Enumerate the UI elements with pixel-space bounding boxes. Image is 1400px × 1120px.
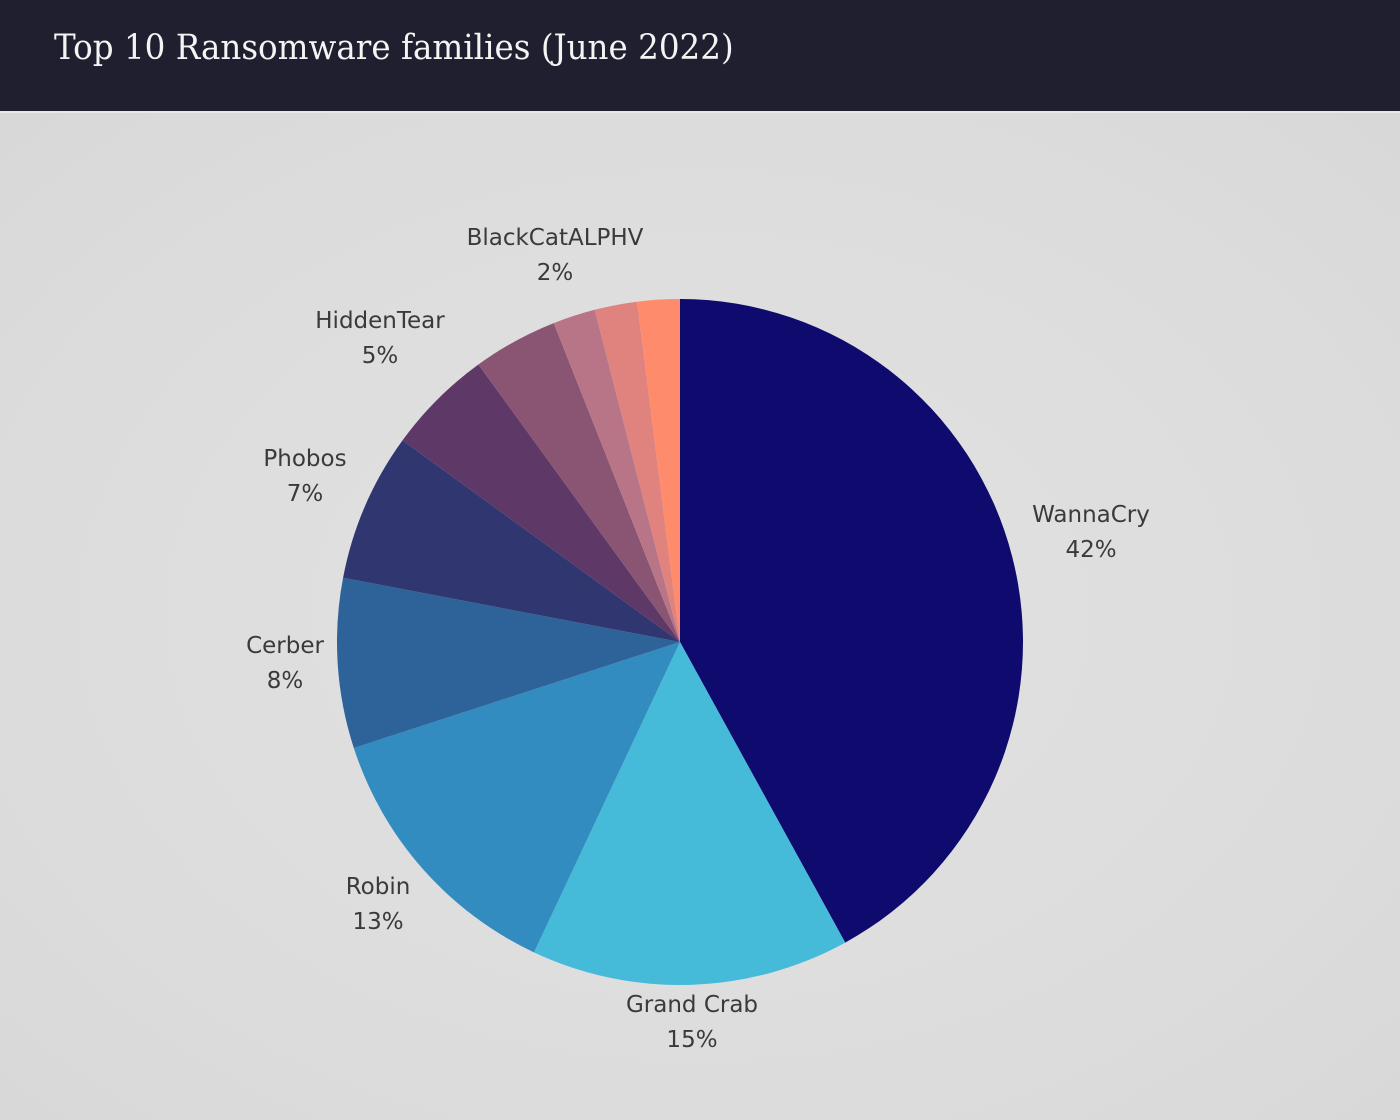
label-pct: 42% (1065, 537, 1117, 563)
label-name: HiddenTear (315, 308, 445, 334)
chart-header: Top 10 Ransomware families (June 2022) (0, 0, 1400, 113)
label-robin: Robin 13% (346, 870, 411, 940)
label-pct: 7% (286, 481, 324, 507)
label-name: Robin (345, 874, 411, 900)
label-name: WannaCry (1032, 502, 1150, 528)
pie-slice-unlabeled-9 (637, 299, 680, 642)
pie-slices (337, 299, 1023, 985)
label-cerber: Cerber 8% (246, 629, 324, 699)
label-pct: 8% (266, 668, 304, 694)
pie-slice-robin (353, 642, 680, 953)
label-grand-crab: Grand Crab 15% (626, 988, 758, 1058)
pie-slice-phobos (343, 440, 680, 642)
pie-slice-unlabeled-8 (594, 301, 680, 642)
label-name: Grand Crab (625, 992, 759, 1018)
label-wannacry: WannaCry 42% (1032, 498, 1150, 568)
pie-slice-cerber (337, 577, 680, 748)
pie-slice-hiddentear (402, 364, 680, 642)
label-hiddentear: HiddenTear 5% (315, 304, 444, 374)
chart-title: Top 10 Ransomware families (June 2022) (54, 28, 734, 68)
label-name: Phobos (263, 446, 347, 472)
label-pct: 5% (361, 343, 399, 369)
label-pct: 2% (536, 260, 574, 286)
label-name: BlackCatALPHV (466, 225, 644, 251)
label-pct: 13% (352, 909, 404, 935)
label-pct: 15% (666, 1027, 718, 1053)
pie-slice-blackcatalphv (553, 309, 680, 642)
label-blackcatalphv: BlackCatALPHV 2% (467, 221, 644, 291)
label-phobos: Phobos 7% (263, 442, 346, 512)
pie-slice-unlabeled-6 (478, 323, 680, 642)
pie-slice-grand-crab (533, 642, 846, 985)
pie-slice-wannacry (680, 299, 1023, 943)
label-name: Cerber (246, 633, 324, 659)
